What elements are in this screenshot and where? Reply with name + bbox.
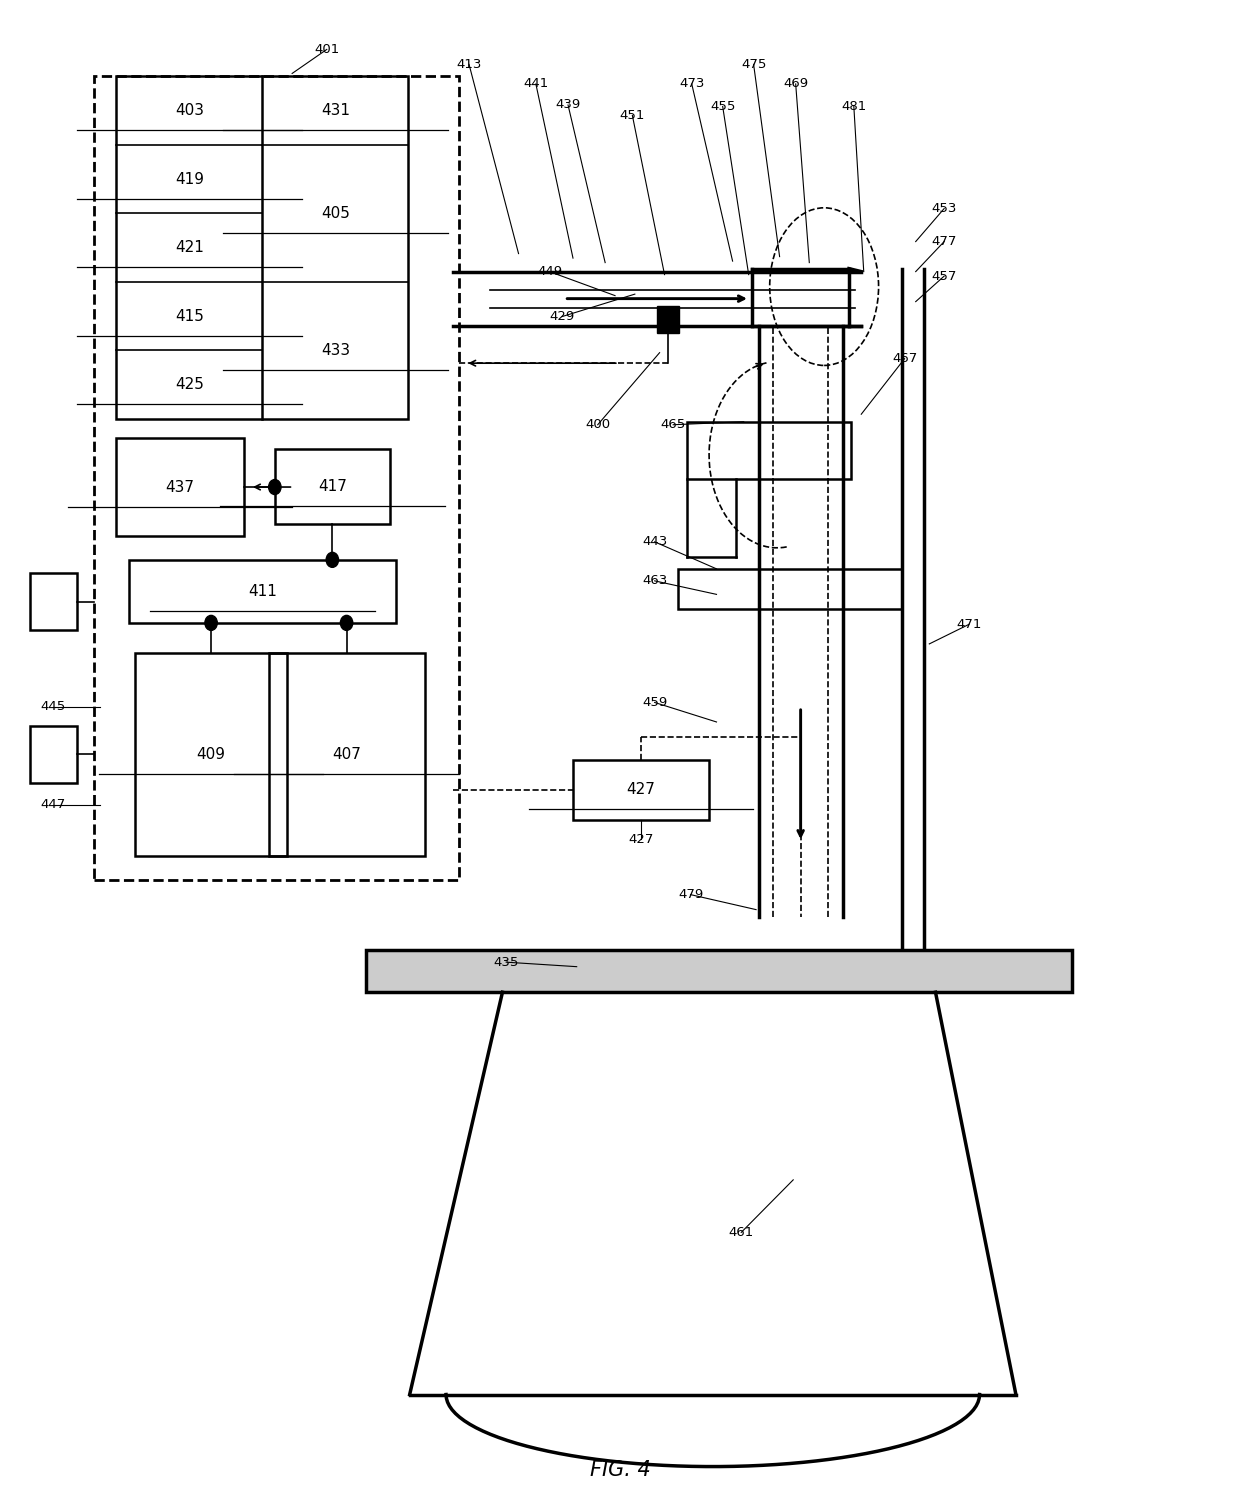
Circle shape <box>269 480 281 495</box>
Text: 473: 473 <box>680 78 704 90</box>
Text: 433: 433 <box>321 343 350 358</box>
Text: 409: 409 <box>197 747 226 761</box>
Text: 427: 427 <box>629 833 653 845</box>
Text: 427: 427 <box>626 782 656 797</box>
Bar <box>135 653 288 856</box>
Text: 415: 415 <box>175 308 203 323</box>
Text: 403: 403 <box>175 104 203 119</box>
Text: 419: 419 <box>175 171 203 186</box>
Bar <box>117 438 244 535</box>
Bar <box>573 760 709 820</box>
Text: 417: 417 <box>317 478 347 493</box>
Bar <box>30 573 77 630</box>
Text: 431: 431 <box>321 104 350 119</box>
Text: 457: 457 <box>931 269 957 283</box>
Bar <box>129 559 396 623</box>
Text: 481: 481 <box>841 99 867 113</box>
Text: 477: 477 <box>931 235 957 248</box>
Bar <box>657 307 680 334</box>
Text: 463: 463 <box>642 575 667 588</box>
Text: 435: 435 <box>494 955 518 969</box>
Bar <box>687 421 852 478</box>
Bar <box>366 951 1071 993</box>
Text: 461: 461 <box>729 1226 754 1239</box>
Bar <box>30 726 77 782</box>
Text: 407: 407 <box>332 747 361 761</box>
Bar <box>678 569 901 609</box>
Text: 421: 421 <box>175 241 203 256</box>
Text: 453: 453 <box>931 202 957 215</box>
Text: 469: 469 <box>784 78 808 90</box>
Text: 459: 459 <box>642 696 667 708</box>
Text: 465: 465 <box>661 418 686 432</box>
Text: 479: 479 <box>678 889 703 901</box>
Text: 401: 401 <box>314 44 340 56</box>
Bar <box>366 951 1071 993</box>
Text: 449: 449 <box>537 265 562 278</box>
Circle shape <box>205 615 217 630</box>
Text: 475: 475 <box>742 59 766 71</box>
Bar <box>94 77 459 880</box>
Text: 400: 400 <box>585 418 610 432</box>
Text: 405: 405 <box>321 206 350 221</box>
Text: FIG. 4: FIG. 4 <box>590 1459 650 1480</box>
Text: 411: 411 <box>248 584 277 599</box>
Bar <box>269 653 424 856</box>
Text: 445: 445 <box>41 701 66 713</box>
Circle shape <box>341 615 352 630</box>
Text: 413: 413 <box>456 59 482 71</box>
Text: 437: 437 <box>166 480 195 495</box>
Text: 441: 441 <box>523 78 548 90</box>
Text: 471: 471 <box>956 618 982 630</box>
Text: 425: 425 <box>175 378 203 393</box>
Text: 439: 439 <box>556 98 580 111</box>
Bar <box>275 448 389 523</box>
Text: 467: 467 <box>892 352 918 365</box>
Text: 451: 451 <box>620 108 645 122</box>
Text: 447: 447 <box>41 799 66 811</box>
Text: 455: 455 <box>711 99 735 113</box>
Circle shape <box>326 552 339 567</box>
Text: 443: 443 <box>642 535 667 549</box>
Text: 429: 429 <box>549 310 574 323</box>
Bar <box>117 77 408 418</box>
